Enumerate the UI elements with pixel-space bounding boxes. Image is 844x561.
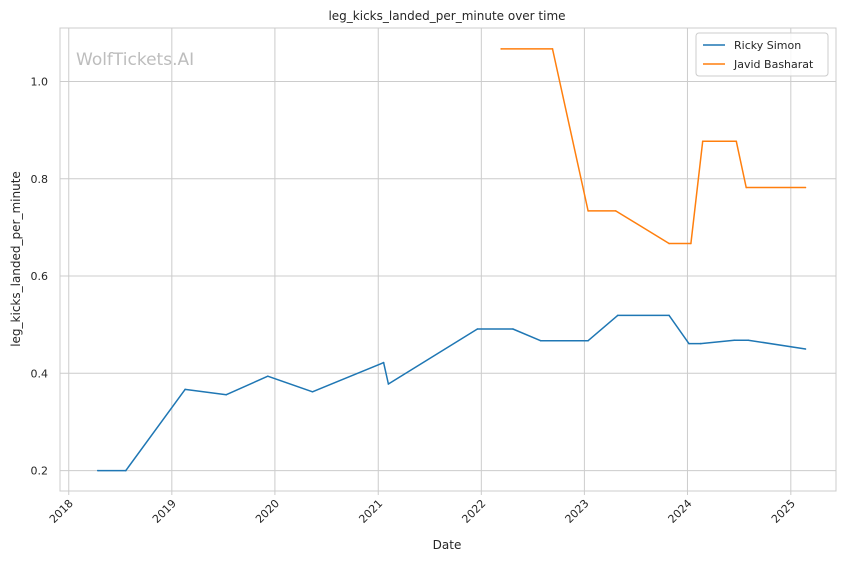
data-point-ricky-simon <box>267 375 269 378</box>
data-point-ricky-simon <box>733 339 736 342</box>
data-point-javid-basharat <box>551 48 554 50</box>
data-point-javid-basharat <box>690 242 692 245</box>
data-point-ricky-simon <box>668 314 670 317</box>
data-point-ricky-simon <box>699 342 702 345</box>
y-tick-label: 0.6 <box>31 270 49 283</box>
data-point-ricky-simon <box>311 391 314 393</box>
y-tick-label: 0.4 <box>31 367 49 380</box>
data-point-javid-basharat <box>500 48 502 50</box>
y-tick-label: 1.0 <box>31 75 49 88</box>
data-point-ricky-simon <box>747 339 749 342</box>
legend-label-ricky-simon: Ricky Simon <box>734 39 801 52</box>
legend-label-javid-basharat: Javid Basharat <box>733 58 814 71</box>
data-point-ricky-simon <box>387 383 390 385</box>
grid <box>60 28 836 495</box>
data-point-javid-basharat <box>745 186 747 189</box>
data-point-ricky-simon <box>476 328 479 330</box>
data-point-javid-basharat <box>735 140 738 143</box>
data-point-ricky-simon <box>804 348 807 350</box>
data-point-ricky-simon <box>382 361 385 364</box>
legend: Ricky Simon Javid Basharat <box>695 32 829 77</box>
y-axis-title: leg_kicks_landed_per_minute <box>9 171 23 347</box>
data-point-ricky-simon <box>225 393 228 396</box>
data-point-javid-basharat <box>668 242 670 245</box>
data-point-javid-basharat <box>587 210 589 212</box>
data-point-javid-basharat <box>614 210 617 212</box>
watermark: WolfTickets.AI <box>76 50 194 70</box>
legend-box <box>695 32 829 77</box>
data-point-ricky-simon <box>688 342 690 345</box>
chart-title: leg_kicks_landed_per_minute over time <box>328 9 565 23</box>
plot-frame <box>59 27 837 492</box>
data-point-ricky-simon <box>616 314 619 317</box>
data-point-ricky-simon <box>587 339 589 342</box>
series-line-javid-basharat <box>501 48 806 245</box>
series-layer <box>97 48 807 472</box>
data-point-ricky-simon <box>512 328 514 330</box>
data-point-ricky-simon <box>539 339 542 342</box>
data-point-ricky-simon <box>125 469 127 472</box>
y-tick-label: 0.2 <box>31 465 49 478</box>
data-point-ricky-simon <box>184 388 186 391</box>
y-tick-label: 0.8 <box>31 173 49 186</box>
x-axis-title: Date <box>433 538 462 552</box>
y-tick-labels: 0.2 0.4 0.6 0.8 1.0 <box>31 75 49 477</box>
data-point-javid-basharat <box>701 140 704 143</box>
data-point-javid-basharat <box>804 186 807 189</box>
data-point-ricky-simon <box>97 469 99 472</box>
